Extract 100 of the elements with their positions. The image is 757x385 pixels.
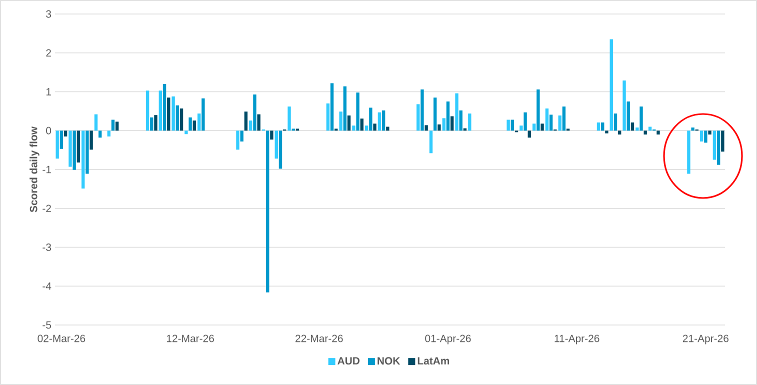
bar (249, 120, 252, 131)
bar (98, 130, 102, 138)
bar (386, 126, 390, 131)
bar (721, 130, 724, 152)
bar (605, 130, 608, 134)
bar (270, 130, 274, 140)
bar (266, 130, 270, 292)
bar (549, 114, 553, 131)
bar (596, 122, 600, 131)
bar (347, 115, 351, 131)
bar (648, 126, 652, 131)
bar (162, 84, 166, 131)
bar (330, 83, 334, 131)
bar (378, 112, 382, 131)
y-tick-label: -5 (42, 321, 52, 329)
bar (339, 112, 342, 131)
bar (656, 130, 660, 135)
bar (442, 118, 446, 131)
bar (326, 103, 330, 131)
bar (691, 128, 694, 131)
bar (86, 130, 89, 174)
bar (524, 112, 527, 131)
bar (640, 106, 643, 131)
bar (288, 106, 291, 131)
bar (700, 130, 704, 142)
legend-label: AUD (338, 357, 360, 365)
bar (424, 125, 428, 131)
bar (540, 124, 544, 131)
bar (622, 80, 626, 131)
bar (68, 130, 72, 167)
bar (459, 110, 462, 131)
y-tick-label: -1 (42, 166, 51, 174)
bar (356, 92, 360, 131)
bar (373, 124, 376, 131)
bar (562, 106, 566, 131)
bar (360, 118, 364, 131)
bar (90, 130, 93, 150)
bar (146, 90, 150, 131)
bar (601, 122, 604, 131)
bar (446, 101, 450, 131)
bar (558, 115, 562, 131)
bar (56, 130, 59, 159)
y-tick-label: -3 (42, 244, 52, 251)
bar (429, 130, 433, 154)
bar (434, 98, 437, 131)
bar (192, 120, 196, 131)
bar (64, 130, 68, 136)
bar (545, 108, 549, 131)
bar (343, 86, 347, 131)
bar (180, 108, 184, 131)
bar (610, 39, 613, 131)
bar (468, 114, 472, 131)
bar (188, 117, 192, 131)
bar (257, 114, 260, 131)
bar (450, 116, 454, 131)
bar (438, 124, 441, 131)
legend-label: NOK (378, 357, 400, 365)
y-tick-label: -2 (42, 204, 51, 212)
y-tick-label: 2 (46, 49, 51, 57)
y-tick-label: 1 (46, 88, 51, 96)
bar (154, 115, 158, 131)
legend-label: LatAm (418, 357, 450, 365)
x-tick-label: 02-Mar-26 (38, 334, 86, 342)
bar (176, 105, 180, 131)
bar (416, 104, 420, 131)
bar (630, 122, 634, 131)
x-tick-label: 22-Mar-26 (296, 334, 343, 342)
x-tick-label: 01-Apr-26 (425, 334, 471, 344)
bar (167, 98, 170, 131)
bar (364, 126, 368, 131)
bar (94, 114, 98, 131)
bar (274, 130, 278, 159)
bar (82, 130, 85, 189)
bar (536, 89, 540, 131)
bar (614, 114, 618, 131)
bar (107, 130, 110, 136)
bar (716, 130, 720, 165)
bar (236, 130, 240, 150)
bar (184, 130, 188, 134)
bar (687, 130, 690, 174)
bar (278, 130, 282, 169)
bar (644, 130, 647, 135)
bar (704, 130, 708, 143)
bar (111, 120, 115, 131)
bar (244, 112, 248, 131)
bar (420, 89, 424, 131)
bar (253, 94, 256, 131)
bar (72, 130, 76, 170)
bar (636, 128, 639, 131)
bar (60, 130, 64, 149)
bar (352, 126, 356, 131)
y-tick-label: -4 (42, 282, 52, 290)
bar (76, 130, 80, 163)
bar (382, 110, 386, 131)
x-tick-label: 21-Apr-26 (682, 334, 728, 344)
y-axis-title: Scored daily flow (30, 126, 40, 212)
bar (172, 96, 175, 131)
x-tick-label: 11-Apr-26 (554, 334, 600, 344)
bar (532, 124, 536, 131)
bar (150, 117, 154, 131)
